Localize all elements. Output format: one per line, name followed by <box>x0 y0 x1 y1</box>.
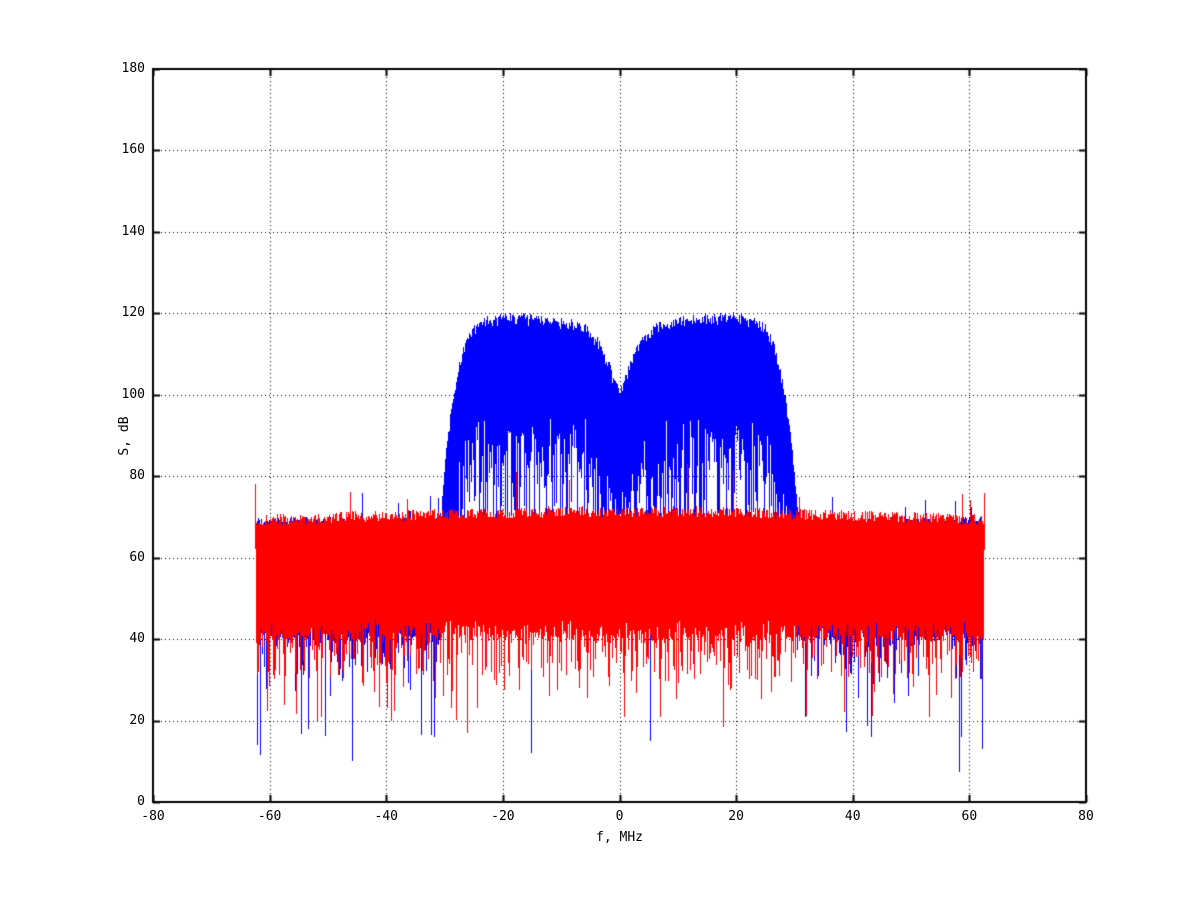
y-tick-label: 0 <box>137 794 145 809</box>
y-tick-label: 20 <box>129 712 145 728</box>
x-axis-label: f, MHz <box>596 830 643 845</box>
y-tick-label: 40 <box>129 631 145 647</box>
x-tick-label: 40 <box>844 809 861 824</box>
x-tick-label: -40 <box>374 809 398 824</box>
y-axis-label: S, dB <box>117 415 132 456</box>
x-tick-label: 20 <box>728 809 744 824</box>
y-tick-label: 180 <box>121 61 145 76</box>
y-tick-label: 140 <box>121 223 145 239</box>
y-tick-label: 60 <box>129 549 145 565</box>
y-tick-label: 160 <box>121 142 145 158</box>
x-tick-label: 0 <box>615 809 624 824</box>
x-tick-label: -20 <box>491 809 515 824</box>
y-tick-label: 120 <box>121 305 145 321</box>
x-tick-label: 80 <box>1078 809 1094 824</box>
y-tick-label: 80 <box>129 468 145 484</box>
x-tick-label: -80 <box>141 809 165 824</box>
x-tick-label: -60 <box>257 809 282 824</box>
y-tick-label: 100 <box>121 386 145 402</box>
x-tick-label: 60 <box>961 809 978 824</box>
